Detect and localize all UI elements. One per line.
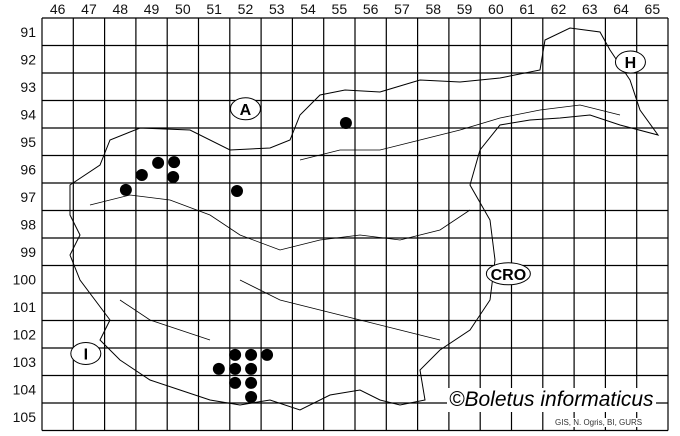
credit-text: GIS, N. Ogris, BI, GURS (555, 418, 643, 427)
country-labels: A H CRO I (70, 50, 646, 365)
column-label: 46 (50, 1, 66, 17)
country-label-oval (229, 97, 261, 121)
country-border (69, 27, 660, 411)
column-label: 57 (394, 1, 410, 17)
column-label: 53 (269, 1, 285, 17)
row-label: 104 (13, 381, 37, 397)
row-label: 100 (13, 271, 37, 287)
column-label: 65 (645, 1, 661, 17)
record-dots (119, 117, 352, 403)
record-dot (152, 156, 165, 169)
column-label: 48 (112, 1, 128, 17)
column-label: 59 (457, 1, 473, 17)
column-label: 47 (81, 1, 97, 17)
row-label: 102 (13, 326, 37, 342)
row-label: 96 (20, 161, 36, 177)
record-dot (229, 348, 242, 361)
record-dot (245, 390, 258, 403)
record-dot (230, 184, 243, 197)
row-label: 105 (13, 409, 37, 425)
column-label: 51 (206, 1, 222, 17)
copyright-text: ©Boletus informaticus (447, 388, 656, 412)
country-label-oval (614, 50, 646, 74)
record-dot (245, 348, 258, 361)
column-label: 55 (332, 1, 348, 17)
column-label: 58 (425, 1, 441, 17)
record-dot (339, 117, 352, 130)
record-dot (135, 169, 148, 182)
column-label: 64 (613, 1, 629, 17)
country-label-oval (70, 342, 102, 365)
record-dot (229, 362, 242, 375)
river (239, 279, 441, 341)
record-dot (245, 376, 258, 389)
row-label: 95 (20, 134, 36, 150)
record-dot (261, 348, 274, 361)
row-label: 97 (20, 189, 36, 205)
record-dot (229, 376, 242, 389)
row-label: 93 (20, 79, 36, 95)
row-label: 91 (20, 24, 36, 40)
country-label: CRO (491, 267, 527, 284)
river (299, 104, 621, 161)
column-label: 49 (144, 1, 160, 17)
record-dot (168, 156, 181, 169)
row-label: 92 (20, 51, 36, 67)
column-label: 50 (175, 1, 191, 17)
row-label: 101 (13, 299, 37, 315)
column-label: 60 (488, 1, 504, 17)
record-dot (119, 183, 132, 196)
river (119, 299, 211, 341)
slovenia-border (69, 27, 660, 411)
country-label-oval (485, 262, 531, 286)
grid (41, 17, 669, 432)
record-dot (245, 362, 258, 375)
record-dot (212, 362, 225, 375)
row-label: 94 (20, 106, 36, 122)
column-label: 62 (551, 1, 567, 17)
column-label: 63 (582, 1, 598, 17)
axis-labels: 46 47 48 49 50 51 52 53 54 55 56 57 58 59 60 61 62 63 64 65… (13, 1, 661, 425)
row-label: 98 (20, 216, 36, 232)
river (89, 194, 471, 251)
column-label: 61 (519, 1, 535, 17)
column-label: 52 (238, 1, 254, 17)
country-label: I (84, 347, 88, 364)
record-dot (167, 170, 180, 183)
country-label: A (240, 102, 252, 119)
country-label: H (625, 55, 637, 72)
row-label: 99 (20, 244, 36, 260)
row-label: 103 (13, 354, 37, 370)
column-label: 56 (363, 1, 379, 17)
column-label: 54 (300, 1, 316, 17)
